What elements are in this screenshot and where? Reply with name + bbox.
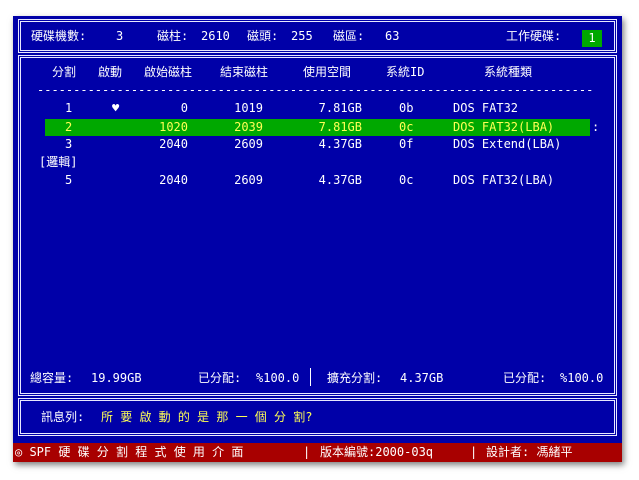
partition-number: 1 [65, 101, 73, 115]
disk-count-label: 硬碟機數: [31, 29, 87, 43]
col-system-id: 系統ID [386, 65, 425, 79]
boot-flag: ♥ [112, 101, 120, 115]
cylinders-label: 磁柱: [157, 29, 189, 43]
system-type: DOS Extend(LBA) [453, 137, 562, 151]
disk-info-panel: 硬碟機數: 3 磁柱: 2610 磁頭: 255 磁區: 63 工作硬碟: [18, 19, 617, 53]
partition-size: 7.81GB [318, 120, 362, 134]
partition-size: 7.81GB [318, 101, 362, 115]
cylinders: 2610 [201, 29, 230, 43]
start-cylinder: 2040 [159, 137, 188, 151]
start-cylinder: 0 [180, 101, 188, 115]
program-title: ◎ SPF 硬 碟 分 割 程 式 使 用 介 面 [15, 445, 244, 459]
spf-screen: 硬碟機數: 3 磁柱: 2610 磁頭: 255 磁區: 63 工作硬碟: 1 … [13, 16, 622, 462]
col-boot: 啟動 [98, 65, 123, 79]
total-label: 總容量: [30, 371, 74, 385]
system-id: 0b [399, 101, 414, 115]
system-id: 0c [399, 173, 414, 187]
disk-count: 3 [116, 29, 124, 43]
heads-label: 磁頭: [247, 29, 279, 43]
total-value: 19.99GB [91, 371, 142, 385]
end-cylinder: 1019 [234, 101, 263, 115]
author: 設計者: 馮緒平 [486, 445, 573, 459]
message-label: 訊息列: [41, 410, 85, 424]
col-start-cyl: 啟始磁柱 [144, 65, 193, 79]
system-type: DOS FAT32(LBA) [453, 120, 555, 134]
col-size: 使用空間 [303, 65, 352, 79]
sectors: 63 [385, 29, 400, 43]
system-id: 0c [399, 120, 414, 134]
partition-number: 3 [65, 137, 73, 151]
col-end-cyl: 結束磁柱 [220, 65, 269, 79]
start-cylinder: 2040 [159, 173, 188, 187]
col-partition: 分割 [52, 65, 77, 79]
partition-number: 2 [65, 120, 73, 134]
end-cylinder: 2609 [234, 137, 263, 151]
ext-allocated-label: 已分配: [503, 371, 547, 385]
working-disk-label: 工作硬碟: [506, 29, 562, 43]
extended-label: 擴充分割: [327, 371, 383, 385]
end-cylinder: 2609 [234, 173, 263, 187]
status-divider: | [470, 445, 478, 459]
selected-row-highlight [45, 119, 590, 136]
start-cylinder: 1020 [159, 120, 188, 134]
sectors-label: 磁區: [333, 29, 365, 43]
heads: 255 [291, 29, 313, 43]
allocated-label: 已分配: [198, 371, 242, 385]
partition-size: 4.37GB [318, 173, 362, 187]
message-text: 所 要 啟 動 的 是 那 一 個 分 割? [101, 410, 313, 424]
logical-partition-label: [邏輯] [39, 155, 78, 169]
system-type: DOS FAT32(LBA) [453, 173, 555, 187]
allocated-value: %100.0 [256, 371, 300, 385]
version: 版本編號:2000-03q [320, 445, 434, 459]
col-system-type: 系統種類 [484, 65, 533, 79]
extended-value: 4.37GB [400, 371, 444, 385]
status-bar: ◎ SPF 硬 碟 分 割 程 式 使 用 介 面 | 版本編號:2000-03… [13, 443, 622, 462]
end-cylinder: 2039 [234, 120, 263, 134]
system-type: DOS FAT32 [453, 101, 519, 115]
message-panel: 訊息列: 所 要 啟 動 的 是 那 一 個 分 割? [18, 398, 617, 436]
system-id: 0f [399, 137, 414, 151]
partition-number: 5 [65, 173, 73, 187]
working-disk-badge[interactable]: 1 [582, 30, 602, 47]
partition-panel [18, 55, 617, 396]
header-divider: ----------------------------------------… [37, 85, 594, 95]
ext-allocated-value: %100.0 [560, 371, 604, 385]
scroll-marker: : [592, 120, 600, 134]
status-divider: | [303, 445, 311, 459]
footer-divider [310, 368, 311, 386]
partition-size: 4.37GB [318, 137, 362, 151]
